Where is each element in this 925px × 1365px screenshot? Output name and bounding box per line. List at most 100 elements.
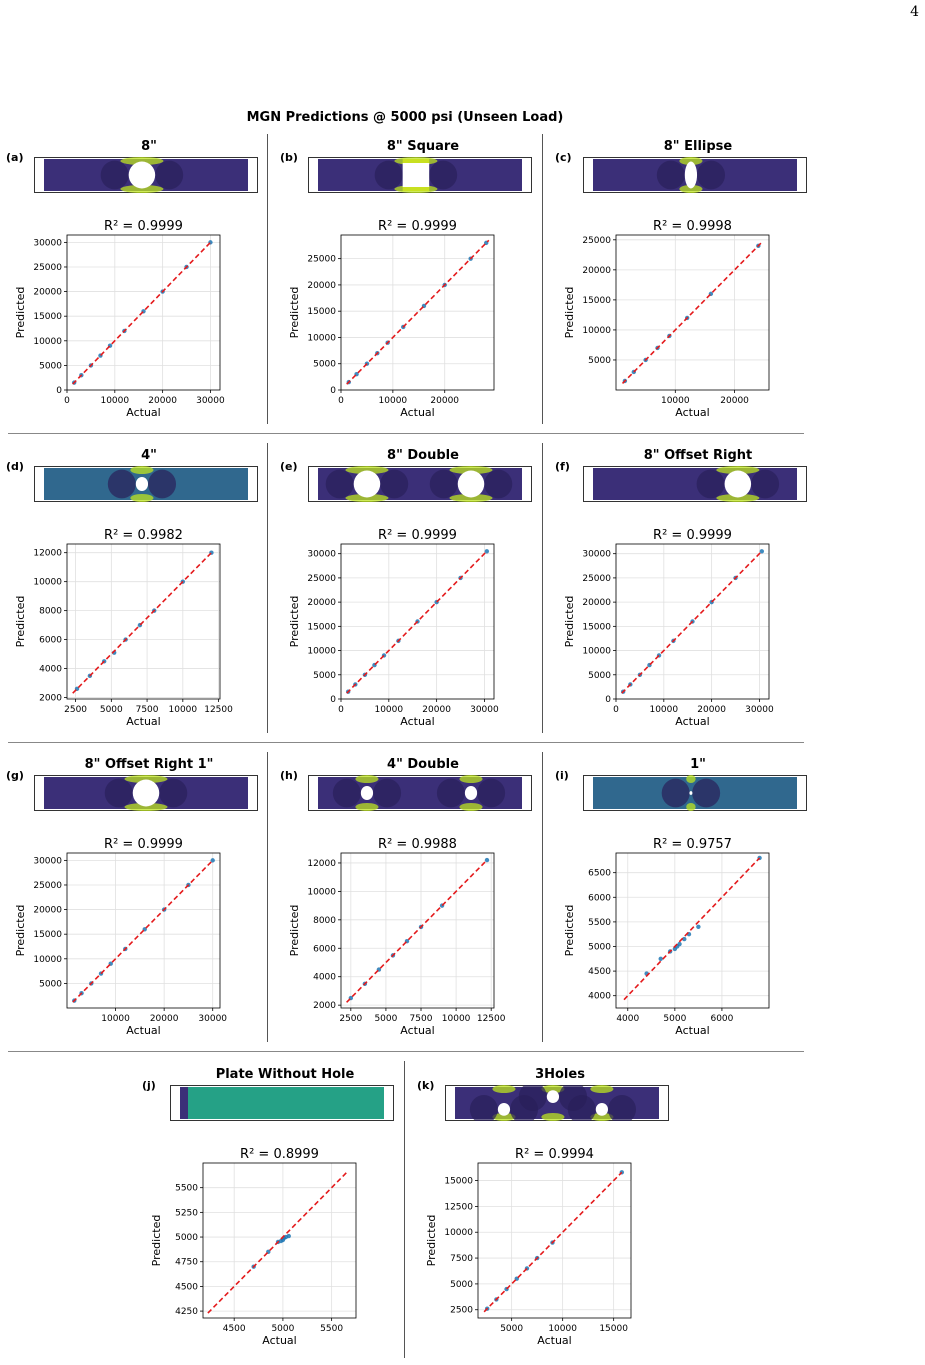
plot-frame	[66, 543, 221, 700]
r2-score: R² = 0.9998	[653, 219, 732, 234]
panel-title: 8" Square	[386, 139, 460, 154]
y-tick-label: 10000	[582, 326, 611, 336]
y-tick-label: 5000	[588, 671, 611, 681]
plot-frame	[615, 234, 770, 391]
panel-label: (b)	[280, 151, 298, 164]
x-tick-label: 2500	[339, 1014, 362, 1024]
plate-hole	[497, 1103, 511, 1116]
panel-label: (h)	[280, 769, 298, 782]
panel-label: (f)	[555, 460, 570, 473]
scatter-chart: R² = 0.9999 10000 20000 30000 5000 10000 15000…	[4, 835, 264, 1055]
plate-hole	[595, 1103, 608, 1116]
r2-score: R² = 0.9757	[653, 837, 732, 852]
panel-title: 4" Double	[387, 757, 459, 772]
y-tick-label: 10000	[307, 333, 336, 343]
y-tick-label: 12000	[307, 859, 336, 869]
identity-line	[623, 857, 761, 1001]
row-divider	[8, 1051, 804, 1052]
plot-frame	[340, 234, 495, 391]
plate-field	[180, 1087, 384, 1119]
figure-title: MGN Predictions @ 5000 psi (Unseen Load)	[246, 110, 564, 125]
y-tick-label: 4000	[588, 992, 611, 1002]
x-axis-label: Actual	[400, 715, 434, 728]
x-tick-label: 30000	[745, 705, 774, 715]
y-tick-label: 5500	[175, 1184, 198, 1194]
x-axis-label: Actual	[126, 406, 160, 419]
r2-score: R² = 0.9982	[104, 528, 183, 543]
y-axis-label: Predicted	[425, 1215, 438, 1267]
r2-score: R² = 0.8999	[240, 1147, 319, 1162]
x-axis-label: Actual	[537, 1334, 571, 1347]
identity-line	[346, 859, 488, 1003]
x-tick-label: 10000	[101, 1014, 130, 1024]
scatter-chart: R² = 0.9999 0 10000 20000 30000 0 5000 10000 150…	[4, 217, 264, 437]
y-tick-label: 15000	[444, 1177, 473, 1187]
y-tick-label: 5000	[313, 671, 336, 681]
stress-field-plate	[34, 466, 264, 502]
x-tick-label: 12500	[477, 1014, 506, 1024]
x-tick-label: 10000	[442, 1014, 471, 1024]
y-tick-label: 20000	[33, 906, 62, 916]
y-tick-label: 25000	[33, 881, 62, 891]
y-tick-label: 25000	[307, 574, 336, 584]
y-tick-label: 4500	[588, 967, 611, 977]
y-tick-label: 30000	[33, 238, 62, 248]
identity-line	[346, 550, 488, 694]
scatter-chart: R² = 0.9988 2500 5000 7500 10000 12500 2000 400…	[278, 835, 538, 1055]
data-point	[759, 549, 765, 554]
x-tick-label: 0	[64, 396, 70, 406]
y-tick-label: 10000	[307, 887, 336, 897]
y-tick-label: 10000	[33, 955, 62, 965]
panel-label: (c)	[555, 151, 572, 164]
plate-hole	[128, 161, 156, 189]
r2-score: R² = 0.9999	[378, 528, 457, 543]
panel-f: (f) 8" Offset Right R² = 0.9999 0 10000 20000…	[553, 446, 813, 746]
y-tick-label: 20000	[33, 288, 62, 298]
r2-score: R² = 0.9994	[515, 1147, 594, 1162]
r2-score: R² = 0.9999	[653, 528, 732, 543]
x-axis-label: Actual	[262, 1334, 296, 1347]
identity-line	[483, 1171, 623, 1313]
x-axis-label: Actual	[400, 1024, 434, 1037]
identity-line	[72, 552, 212, 694]
x-tick-label: 5000	[100, 705, 123, 715]
x-axis-label: Actual	[675, 406, 709, 419]
stress-field-plate	[170, 1085, 400, 1121]
x-axis-label: Actual	[675, 1024, 709, 1037]
scatter-chart: R² = 0.9999 0 10000 20000 30000 0 5000 10000 150…	[553, 526, 813, 746]
panel-title: 8" Ellipse	[663, 139, 733, 154]
y-axis-label: Predicted	[14, 905, 27, 957]
plate-hole	[353, 470, 381, 498]
y-tick-label: 15000	[582, 622, 611, 632]
x-tick-label: 0	[338, 705, 344, 715]
r2-score: R² = 0.9999	[104, 837, 183, 852]
y-axis-label: Predicted	[14, 287, 27, 339]
x-axis-label: Actual	[126, 715, 160, 728]
data-point	[677, 941, 682, 947]
y-tick-label: 25000	[33, 263, 62, 273]
x-tick-label: 15000	[599, 1324, 628, 1334]
x-axis-label: Actual	[675, 715, 709, 728]
x-tick-label: 20000	[148, 396, 177, 406]
x-tick-label: 7500	[136, 705, 159, 715]
y-tick-label: 5000	[175, 1233, 198, 1243]
data-point	[286, 1233, 291, 1239]
y-tick-label: 6000	[588, 893, 611, 903]
stress-field-plate	[445, 1085, 675, 1121]
x-tick-label: 4500	[223, 1324, 246, 1334]
panel-k: (k) 3Holes R² = 0.9994 5000 10000 15000 2500 50…	[415, 1065, 675, 1365]
x-tick-label: 30000	[198, 1014, 227, 1024]
x-tick-label: 10000	[379, 396, 408, 406]
y-tick-label: 2000	[313, 1001, 336, 1011]
panel-e: (e) 8" Double R² = 0.9999 0 10000 20000 30000 0…	[278, 446, 538, 746]
data-point	[210, 858, 215, 863]
x-tick-label: 2500	[64, 705, 87, 715]
y-axis-label: Predicted	[563, 905, 576, 957]
x-tick-label: 10000	[100, 396, 129, 406]
plate-hole	[402, 163, 430, 187]
plate-hole	[684, 161, 698, 189]
panel-label: (e)	[280, 460, 298, 473]
x-tick-label: 5500	[320, 1324, 343, 1334]
y-tick-label: 8000	[313, 916, 336, 926]
panel-h: (h) 4" Double R² = 0.9988 2500 5000 7500 10000…	[278, 755, 538, 1055]
